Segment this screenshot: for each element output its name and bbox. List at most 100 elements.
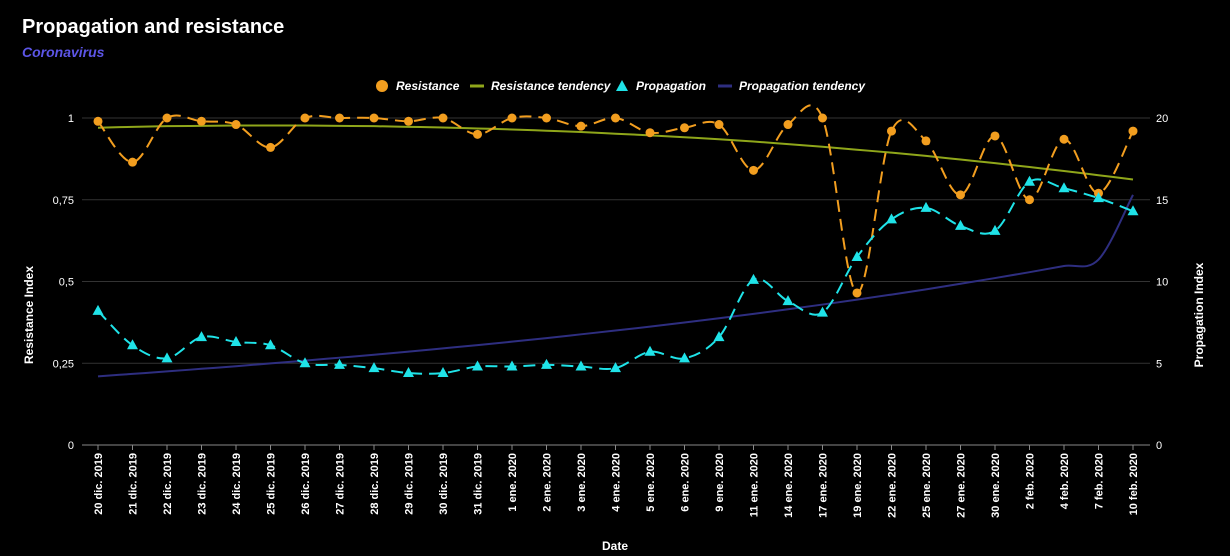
propagation-point bbox=[403, 367, 414, 378]
propagation-point bbox=[920, 201, 932, 212]
resistance-point bbox=[404, 116, 413, 126]
y-axis-right: 0 5 10 15 20 bbox=[1156, 113, 1168, 452]
x-tick-label: 14 ene. 2020 bbox=[783, 453, 795, 518]
resistance-point bbox=[921, 136, 931, 146]
propagation-point bbox=[506, 360, 518, 371]
propagation-point bbox=[610, 362, 621, 373]
propagation-point bbox=[472, 360, 483, 371]
resistance-point bbox=[818, 113, 827, 123]
x-tick-label: 10 feb. 2020 bbox=[1128, 453, 1140, 515]
propagation-point bbox=[644, 345, 656, 356]
x-tick-label: 5 ene. 2020 bbox=[645, 453, 657, 512]
y-right-tick-label: 20 bbox=[1156, 113, 1168, 125]
x-tick-label: 25 ene. 2020 bbox=[921, 453, 933, 518]
x-tick-label: 2 feb. 2020 bbox=[1025, 453, 1037, 509]
x-tick-label: 2 ene. 2020 bbox=[542, 453, 554, 512]
propagation-point bbox=[886, 213, 897, 224]
propagation-point bbox=[230, 335, 242, 346]
propagation-point bbox=[575, 360, 587, 371]
legend-swatch bbox=[376, 80, 388, 92]
y-left-tick-label: 0,5 bbox=[59, 277, 74, 289]
x-tick-label: 26 dic. 2019 bbox=[300, 453, 312, 515]
resistance-point bbox=[473, 129, 482, 139]
propagation-point bbox=[161, 352, 173, 363]
resistance-point bbox=[438, 113, 448, 123]
y-left-tick-label: 0 bbox=[68, 440, 74, 452]
propagation-point bbox=[127, 339, 138, 350]
resistance-point bbox=[128, 157, 137, 167]
x-tick-label: 1 ene. 2020 bbox=[507, 453, 519, 512]
propagation-point bbox=[1127, 205, 1139, 216]
legend-label: Resistance bbox=[396, 79, 460, 93]
propagation-point bbox=[196, 331, 207, 342]
resistance-tendency-line bbox=[97, 124, 1134, 181]
propagation-point bbox=[782, 295, 794, 306]
y-right-tick-label: 5 bbox=[1156, 358, 1162, 370]
x-tick-label: 22 ene. 2020 bbox=[887, 453, 899, 518]
resistance-point bbox=[507, 113, 517, 123]
x-tick-label: 7 feb. 2020 bbox=[1094, 453, 1106, 509]
y-right-tick-label: 10 bbox=[1156, 277, 1168, 289]
resistance-line bbox=[97, 104, 1134, 294]
resistance-point bbox=[266, 142, 275, 152]
propagation-point bbox=[92, 304, 104, 315]
resistance-point bbox=[576, 121, 586, 131]
propagation-point bbox=[748, 273, 759, 284]
propagation-point bbox=[1024, 175, 1035, 186]
y-left-tick-label: 0,75 bbox=[53, 195, 74, 207]
resistance-point bbox=[749, 165, 758, 175]
propagation-point bbox=[817, 306, 828, 317]
resistance-point bbox=[335, 113, 344, 123]
propagation-point bbox=[334, 358, 345, 369]
chart-title: Propagation and resistance bbox=[22, 16, 285, 38]
series-lines bbox=[97, 104, 1134, 378]
x-tick-label: 28 dic. 2019 bbox=[369, 453, 381, 515]
y-axis-left-label: Resistance Index bbox=[22, 266, 36, 364]
y-axis-left: 0 0,25 0,5 0,75 1 bbox=[53, 113, 74, 452]
resistance-point bbox=[231, 120, 241, 130]
propagation-point bbox=[541, 358, 552, 369]
y-axis-right-label: Propagation Index bbox=[1192, 262, 1206, 367]
propagation-point bbox=[299, 357, 311, 368]
series-markers bbox=[92, 113, 1139, 378]
x-tick-label: 22 dic. 2019 bbox=[162, 453, 174, 515]
resistance-point bbox=[645, 128, 655, 138]
propagation-point bbox=[1093, 192, 1104, 203]
propagation-point bbox=[1058, 182, 1070, 193]
resistance-point bbox=[93, 116, 103, 126]
propagation-point bbox=[679, 352, 690, 363]
x-tick-label: 9 ene. 2020 bbox=[714, 453, 726, 512]
legend-swatch bbox=[616, 80, 628, 91]
propagation-point bbox=[851, 250, 863, 261]
legend-item-propagation: Propagation bbox=[616, 79, 706, 93]
resistance-point bbox=[1059, 134, 1069, 144]
propagation-tendency-line bbox=[97, 194, 1134, 378]
legend-item-resistance: Resistance bbox=[376, 79, 460, 93]
resistance-point bbox=[369, 113, 379, 123]
chart-subtitle: Coronavirus bbox=[22, 44, 105, 60]
resistance-point bbox=[162, 113, 172, 123]
y-right-tick-label: 0 bbox=[1156, 440, 1162, 452]
x-tick-label: 24 dic. 2019 bbox=[231, 453, 243, 515]
resistance-point bbox=[1128, 126, 1138, 136]
propagation-point bbox=[989, 224, 1001, 235]
x-tick-label: 11 ene. 2020 bbox=[749, 453, 761, 517]
resistance-point bbox=[852, 288, 862, 298]
propagation-point bbox=[368, 362, 380, 373]
resistance-point bbox=[611, 113, 620, 123]
x-tick-label: 27 dic. 2019 bbox=[335, 453, 347, 515]
resistance-point bbox=[783, 120, 793, 130]
gridlines bbox=[82, 117, 1150, 446]
propagation-point bbox=[437, 367, 449, 378]
x-tick-label: 19 ene. 2020 bbox=[852, 453, 864, 518]
x-tick-label: 25 dic. 2019 bbox=[266, 453, 278, 515]
x-tick-label: 27 ene. 2020 bbox=[956, 453, 968, 518]
x-tick-label: 6 ene. 2020 bbox=[680, 453, 692, 512]
y-right-tick-label: 15 bbox=[1156, 195, 1168, 207]
y-left-tick-label: 0,25 bbox=[53, 358, 74, 370]
x-tick-label: 29 dic. 2019 bbox=[404, 453, 416, 515]
resistance-point bbox=[1025, 195, 1034, 205]
propagation-point bbox=[265, 339, 276, 350]
legend-label: Resistance tendency bbox=[491, 79, 612, 93]
